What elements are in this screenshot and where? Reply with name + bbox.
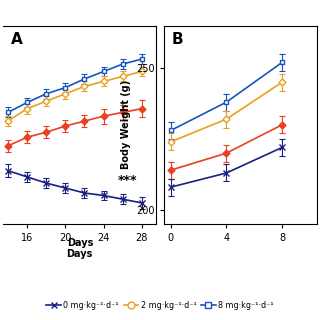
Y-axis label: Body Weight (g): Body Weight (g) — [121, 80, 131, 169]
Text: ***: *** — [118, 174, 137, 187]
Text: A: A — [11, 32, 23, 46]
Text: B: B — [172, 32, 183, 46]
Legend: 0 mg·kg⁻¹·d⁻¹, 2 mg·kg⁻¹·d⁻¹, 8 mg·kg⁻¹·d⁻¹: 0 mg·kg⁻¹·d⁻¹, 2 mg·kg⁻¹·d⁻¹, 8 mg·kg⁻¹·… — [43, 297, 277, 313]
X-axis label: Days: Days — [67, 249, 93, 259]
Text: Days: Days — [67, 238, 93, 248]
